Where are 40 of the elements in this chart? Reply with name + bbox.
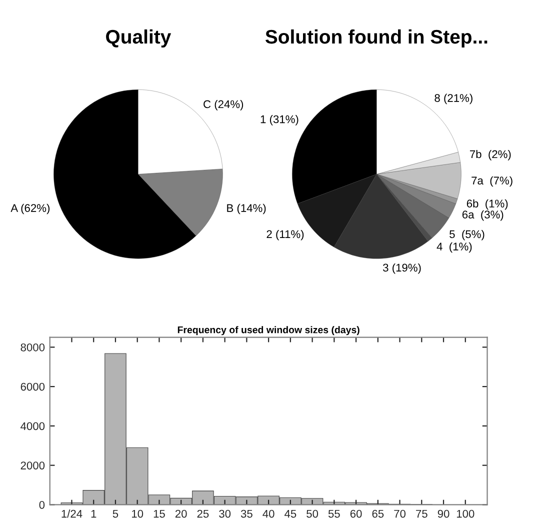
x-tick-label: 30 [219,510,231,518]
x-tick-label: 5 [112,510,118,518]
x-tick-label: 65 [372,510,384,518]
slice-label: 7b (2%) [470,150,511,160]
x-tick-label: 50 [306,510,318,518]
slice-label: 2 (11%) [266,230,304,240]
x-tick-label: 1/24 [62,510,82,518]
x-tick-label: 10 [132,510,144,518]
x-tick-label: 1 [91,510,96,518]
x-tick-label: 35 [240,510,252,518]
y-tick-label: 2000 [20,462,45,470]
slice-label: B (14%) [227,204,266,214]
x-tick-label: 70 [394,510,406,518]
slice-label: 6a (3%) [462,210,504,221]
y-tick-label: 0 [39,500,45,509]
slice-label: 7a (7%) [472,176,512,187]
chart-title: Solution found in Step... [265,29,488,48]
x-tick-label: 15 [154,510,165,518]
x-tick-label: 45 [284,510,296,518]
chart-title: Quality [106,29,172,48]
slice-label: 1 (31%) [260,115,298,126]
x-tick-label: 20 [175,510,187,518]
slice-label: A (62%) [10,204,50,214]
x-tick-label: 90 [438,510,450,518]
x-tick-label: 40 [262,510,274,518]
x-tick-label: 25 [197,510,209,518]
slice-label: 6b (1%) [466,199,508,210]
slice-label: 4 (1%) [436,242,472,253]
slice-label: C (24%) [204,100,244,110]
x-tick-label: 60 [350,510,362,518]
y-tick-label: 8000 [20,343,45,352]
slice-label: 5 (5%) [450,230,484,240]
x-tick-label: 100 [456,510,474,518]
slice-label: 8 (21%) [434,94,472,104]
y-tick-label: 4000 [20,422,45,430]
y-tick-label: 6000 [20,382,45,391]
slice-label: 3 (19%) [383,263,421,274]
x-tick-label: 75 [416,510,428,518]
x-tick-label: 55 [328,510,340,518]
chart-title: Frequency of used window sizes (days) [178,326,360,336]
